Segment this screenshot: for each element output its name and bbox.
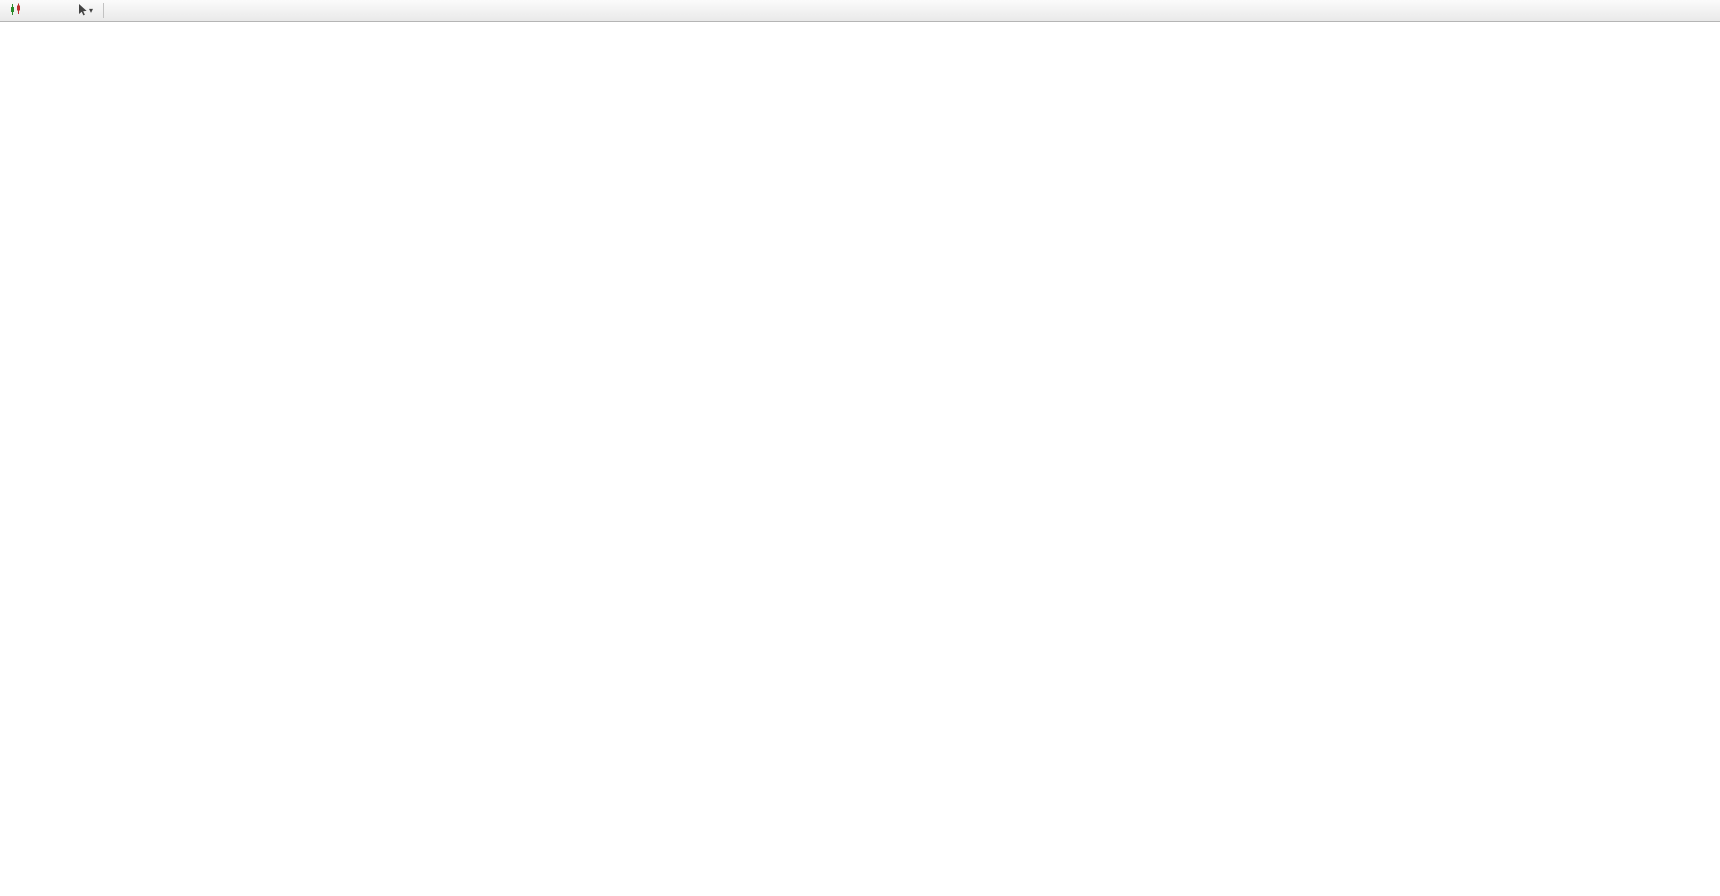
cursor-tool-icon [77, 3, 88, 19]
main-toolbar: ▾ [0, 0, 1720, 22]
dropdown-caret-icon: ▾ [89, 6, 94, 15]
annotate-a-button[interactable] [27, 2, 49, 20]
cursor-tool-button[interactable]: ▾ [73, 2, 97, 20]
chart-icon [9, 3, 22, 19]
text-t-button[interactable] [50, 2, 72, 20]
toolbar-separator [103, 3, 105, 18]
chart-type-button[interactable] [4, 2, 26, 20]
